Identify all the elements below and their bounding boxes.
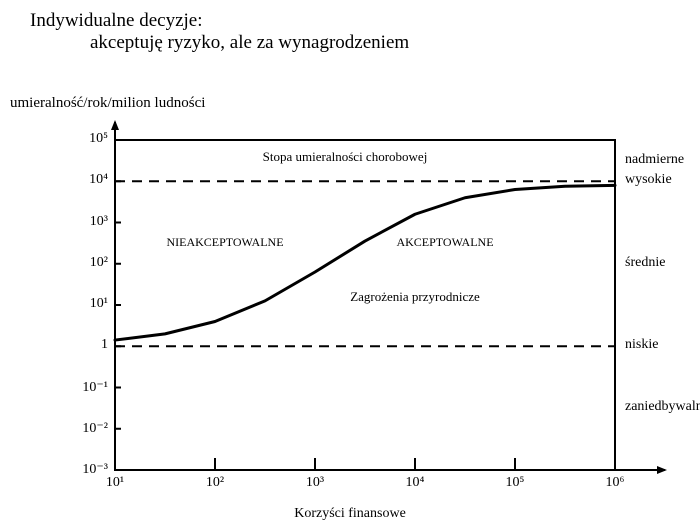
- risk-level-label: zaniedbywalne: [625, 399, 700, 415]
- y-tick-label: 10⁻²: [68, 420, 108, 437]
- chart-svg: [55, 120, 675, 500]
- y-tick-label: 10⁴: [68, 172, 108, 188]
- y-tick-label: 10⁻³: [68, 461, 108, 478]
- x-axis-title: Korzyści finansowe: [0, 506, 700, 522]
- chart-annotation: NIEAKCEPTOWALNE: [166, 235, 283, 250]
- y-tick-label: 10¹: [68, 296, 108, 312]
- x-tick-label: 10²: [206, 475, 224, 491]
- y-tick-label: 10⁵: [68, 131, 108, 147]
- y-axis-title: umieralność/rok/milion ludności: [10, 95, 205, 112]
- x-tick-label: 10³: [306, 475, 324, 491]
- risk-level-label: średnie: [625, 255, 665, 271]
- chart-annotation: AKCEPTOWALNE: [396, 235, 493, 250]
- title-line-1: Indywidualne decyzje:: [30, 10, 203, 32]
- y-tick-label: 1: [68, 337, 108, 353]
- x-tick-label: 10⁴: [406, 475, 425, 491]
- x-tick-label: 10⁵: [506, 475, 525, 491]
- y-tick-label: 10²: [68, 255, 108, 271]
- risk-level-label: niskie: [625, 337, 658, 353]
- title-line-2: akceptuję ryzyko, ale za wynagrodzeniem: [90, 32, 409, 54]
- risk-chart: [55, 120, 675, 500]
- x-tick-label: 10¹: [106, 475, 124, 491]
- y-tick-label: 10⁻¹: [68, 379, 108, 396]
- chart-annotation: Stopa umieralności chorobowej: [263, 149, 428, 165]
- chart-annotation: Zagrożenia przyrodnicze: [350, 289, 480, 305]
- risk-level-label: wysokie: [625, 172, 672, 188]
- risk-level-label: nadmierne: [625, 152, 684, 168]
- y-tick-label: 10³: [68, 214, 108, 230]
- x-tick-label: 10⁶: [606, 475, 625, 491]
